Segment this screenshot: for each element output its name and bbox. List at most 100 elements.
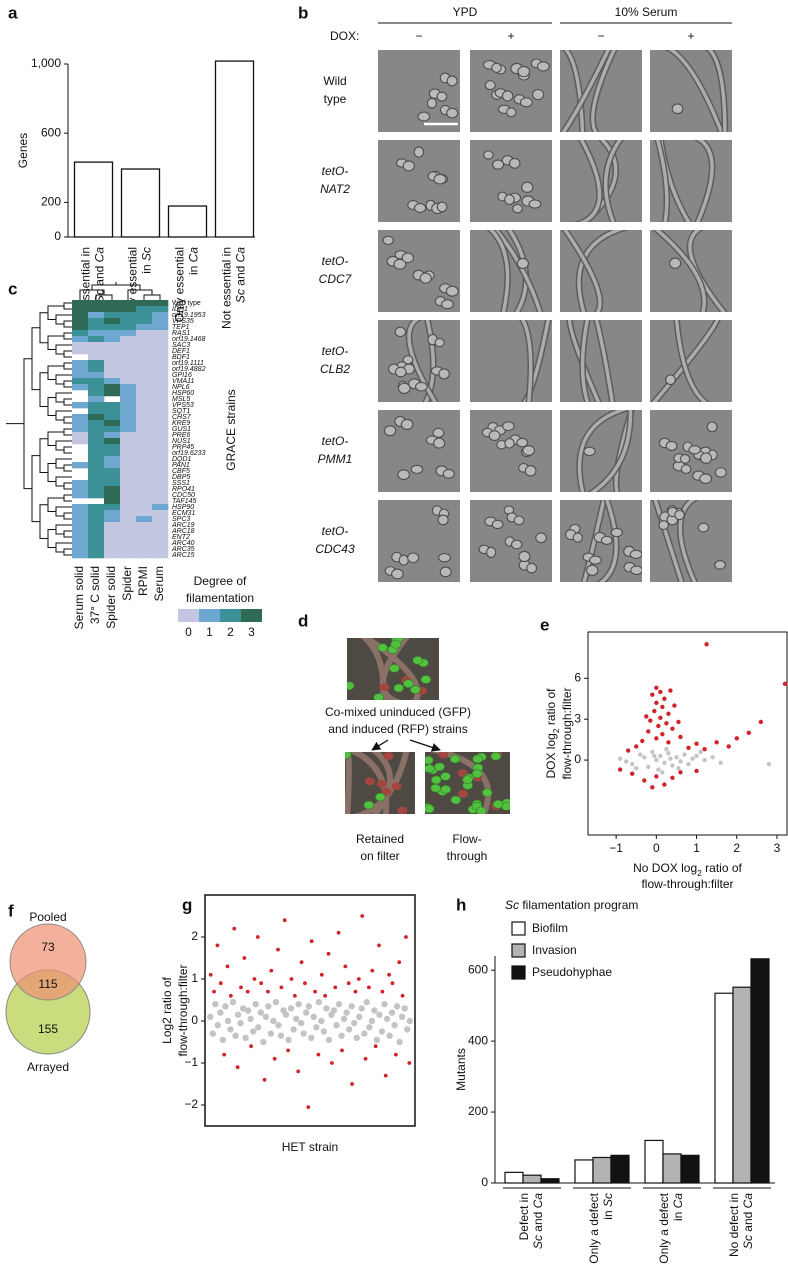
row-label: VPS35: [172, 318, 194, 325]
point: [391, 1021, 398, 1029]
heatmap-cell: [152, 534, 169, 541]
micrograph-content: [573, 140, 624, 222]
cell-illustration: [440, 772, 451, 781]
strain-label: PMM1: [318, 452, 353, 466]
micrograph-content: [425, 752, 510, 814]
heatmap-cell: [120, 450, 137, 457]
diagram-text: on filter: [360, 849, 399, 863]
cell-illustration: [415, 381, 428, 392]
point: [682, 752, 687, 757]
cell-illustration: [658, 520, 669, 531]
heatmap-cell: [104, 462, 121, 469]
diagram-text: Co-mixed uninduced (GFP): [325, 705, 471, 719]
point: [242, 956, 247, 960]
cell-illustration: [590, 50, 617, 132]
dendrogram: [63, 428, 72, 436]
heatmap-cell: [152, 492, 169, 499]
heatmap-cell: [72, 540, 89, 547]
heatmap-cell: [104, 300, 121, 307]
heatmap-cell: [72, 360, 89, 367]
cell-illustration: [438, 752, 449, 759]
point: [212, 989, 216, 994]
point: [350, 1019, 358, 1027]
micrograph-content: [565, 500, 642, 582]
heatmap-cell: [136, 426, 153, 433]
point: [678, 759, 683, 764]
heatmap-cell: [136, 336, 153, 343]
point: [694, 768, 699, 774]
cell-illustration: [516, 437, 529, 448]
point: [664, 721, 669, 726]
heatmap-cell: [136, 360, 153, 367]
axis-label: GRACE strains: [224, 389, 238, 470]
cell-illustration: [563, 230, 602, 312]
cell-illustration: [610, 527, 623, 538]
point: [652, 708, 657, 714]
heatmap-cell: [104, 492, 121, 499]
cell-illustration: [407, 552, 420, 564]
row-label: HSP90: [172, 504, 194, 511]
point: [401, 1005, 408, 1012]
cell-illustration: [580, 320, 590, 402]
dendrogram: [63, 320, 72, 328]
heatmap-cell: [104, 312, 121, 319]
point: [348, 1003, 355, 1010]
cell-illustration: [413, 203, 427, 213]
cell-illustration: [391, 782, 402, 791]
point: [370, 968, 375, 973]
point: [710, 755, 715, 760]
point: [275, 1021, 282, 1029]
heatmap-cell: [72, 366, 89, 373]
row-label: orf19.1111: [172, 360, 204, 367]
row-label: BDF1: [172, 354, 190, 361]
bar: [120, 168, 161, 238]
point: [658, 715, 663, 721]
point: [249, 1028, 257, 1035]
heatmap-cell: [152, 426, 169, 433]
point: [366, 1024, 373, 1031]
heatmap-cell: [104, 342, 121, 349]
dendrogram: [63, 464, 72, 472]
point: [279, 985, 284, 990]
cell-illustration: [531, 88, 545, 101]
cell-illustration: [486, 546, 497, 559]
heatmap-cell: [104, 330, 121, 337]
point: [232, 1032, 239, 1039]
cell-illustration: [521, 181, 534, 193]
heatmap-cell: [120, 354, 137, 361]
heatmap-cell: [104, 438, 121, 445]
cell-illustration: [695, 140, 714, 222]
dendrogram: [39, 312, 48, 344]
column-label: Spider solid: [104, 566, 118, 629]
heatmap-cell: [88, 420, 105, 427]
heatmap-cell: [152, 480, 169, 487]
heatmap-cell: [136, 516, 153, 523]
panel-letter: h: [456, 895, 466, 914]
point: [617, 767, 623, 772]
cell-illustration: [561, 50, 611, 132]
point: [316, 1052, 321, 1057]
point: [746, 730, 752, 736]
cell-illustration: [594, 320, 615, 402]
heatmap-cell: [152, 450, 169, 457]
heatmap-cell: [152, 516, 169, 523]
heatmap-cell: [72, 402, 89, 409]
point: [398, 1013, 406, 1020]
heatmap-cell: [88, 480, 105, 487]
point: [299, 960, 304, 965]
cell-illustration: [535, 532, 547, 544]
cell-illustration: [420, 675, 432, 684]
heatmap-cell: [136, 372, 153, 379]
point: [678, 770, 683, 775]
cell-illustration: [436, 201, 448, 213]
point: [266, 989, 270, 994]
heatmap-cell: [88, 360, 105, 367]
cell-illustration: [669, 257, 682, 269]
heatmap-cell: [88, 474, 105, 481]
panel-letter: f: [8, 901, 14, 920]
cell-illustration: [706, 421, 718, 433]
cell-illustration: [481, 788, 493, 798]
point: [660, 704, 665, 710]
point: [686, 761, 691, 767]
point: [694, 753, 699, 759]
